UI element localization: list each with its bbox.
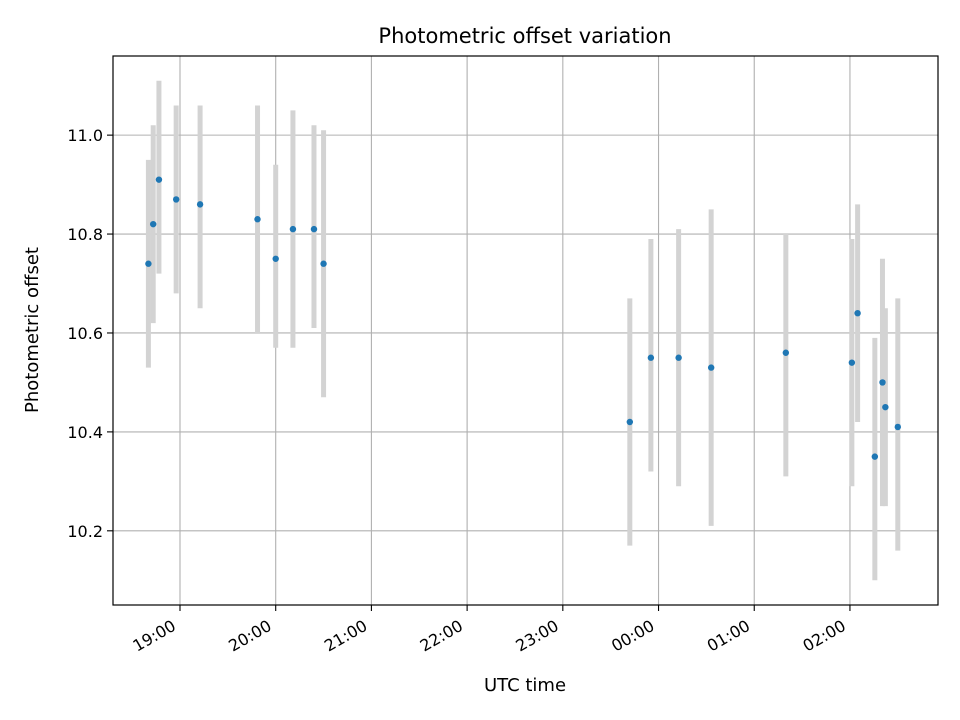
data-point: [196, 201, 204, 208]
data-point: [782, 349, 790, 356]
data-point: [707, 364, 715, 371]
data-point: [675, 354, 682, 361]
y-tick-label: 10.2: [67, 522, 103, 541]
y-tick-label: 10.8: [67, 225, 103, 244]
data-point: [871, 453, 879, 460]
data-point: [854, 309, 861, 317]
data-point: [848, 359, 856, 366]
data-point: [647, 354, 655, 361]
x-axis-label: UTC time: [484, 675, 566, 696]
y-tick-label: 11.0: [67, 126, 103, 145]
data-point: [882, 403, 889, 411]
data-point: [155, 176, 163, 183]
data-point: [320, 260, 327, 267]
data-point: [254, 216, 261, 223]
y-tick-label: 10.6: [67, 324, 103, 343]
data-point: [894, 423, 902, 431]
y-axis-ticks: 10.2 10.4 10.6 10.8 11.0: [67, 126, 113, 541]
data-point: [879, 379, 886, 386]
data-point: [149, 220, 157, 228]
data-point: [272, 255, 279, 262]
plot-frame: [112, 55, 939, 606]
data-point: [310, 225, 318, 233]
chart-title: Photometric offset variation: [378, 24, 671, 48]
data-points: [145, 176, 902, 460]
y-axis-label: Photometric offset: [22, 247, 43, 413]
grid: [113, 56, 938, 605]
data-point: [289, 225, 297, 233]
data-point: [626, 418, 634, 426]
data-point: [145, 260, 152, 267]
y-tick-label: 10.4: [67, 423, 103, 442]
data-point: [172, 196, 180, 203]
